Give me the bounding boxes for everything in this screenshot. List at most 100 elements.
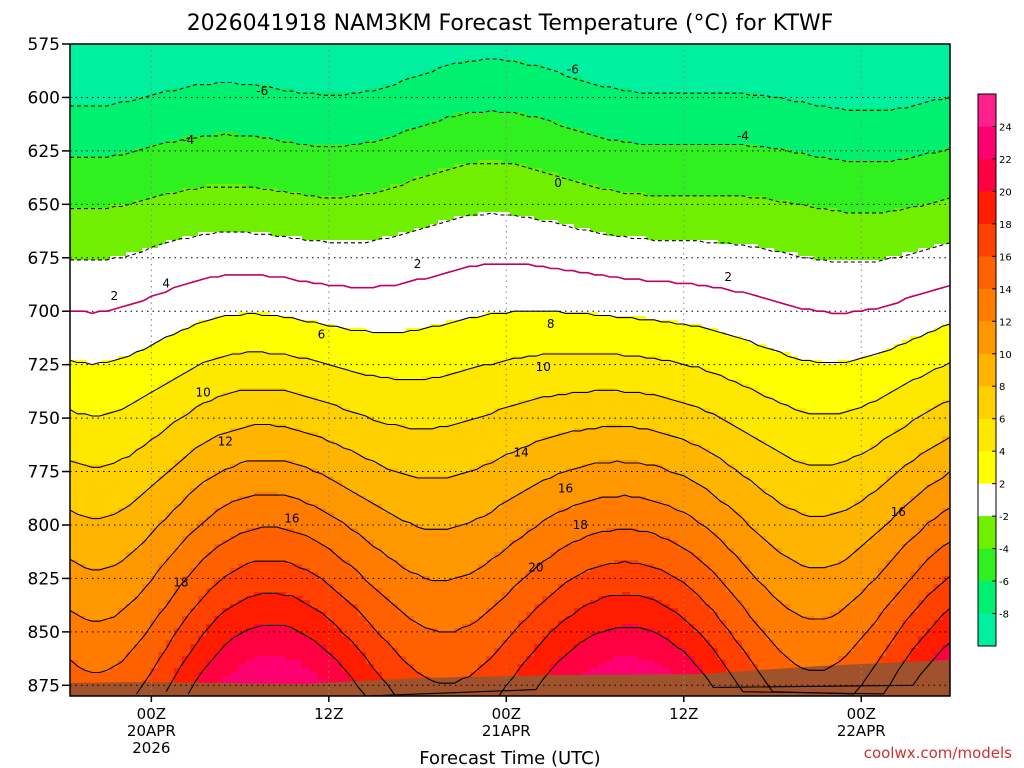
- temperature-cell: [126, 660, 135, 665]
- temperature-cell: [310, 100, 319, 105]
- temperature-cell: [230, 124, 239, 129]
- temperature-cell: [206, 264, 215, 269]
- temperature-cell: [86, 176, 95, 181]
- temperature-cell: [150, 104, 159, 109]
- temperature-cell: [94, 184, 103, 189]
- temperature-cell: [86, 180, 95, 185]
- temperature-cell: [102, 56, 111, 61]
- temperature-cell: [278, 128, 287, 133]
- temperature-cell: [142, 184, 151, 189]
- temperature-cell: [278, 60, 287, 65]
- temperature-cell: [94, 644, 103, 649]
- temperature-cell: [294, 160, 303, 165]
- temperature-cell: [158, 88, 167, 93]
- temperature-cell: [190, 444, 199, 449]
- temperature-cell: [238, 172, 247, 177]
- temperature-cell: [158, 668, 167, 673]
- temperature-cell: [150, 404, 159, 409]
- temperature-cell: [110, 156, 119, 161]
- temperature-cell: [134, 568, 143, 573]
- temperature-cell: [86, 320, 95, 325]
- temperature-cell: [278, 256, 287, 261]
- temperature-cell: [166, 240, 175, 245]
- temperature-cell: [222, 424, 231, 429]
- temperature-cell: [238, 240, 247, 245]
- temperature-cell: [286, 564, 295, 569]
- temperature-cell: [214, 260, 223, 265]
- temperature-cell: [150, 516, 159, 521]
- temperature-cell: [302, 492, 311, 497]
- temperature-cell: [310, 64, 319, 69]
- temperature-cell: [214, 632, 223, 637]
- temperature-cell: [294, 136, 303, 141]
- temperature-cell: [70, 496, 79, 501]
- temperature-cell: [190, 80, 199, 85]
- temperature-cell: [182, 292, 191, 297]
- temperature-cell: [150, 52, 159, 57]
- temperature-cell: [166, 680, 175, 685]
- temperature-cell: [94, 544, 103, 549]
- temperature-cell: [102, 552, 111, 557]
- temperature-cell: [102, 384, 111, 389]
- temperature-cell: [246, 576, 255, 581]
- temperature-cell: [134, 364, 143, 369]
- temperature-cell: [174, 252, 183, 257]
- temperature-cell: [270, 88, 279, 93]
- temperature-cell: [206, 500, 215, 505]
- temperature-cell: [150, 660, 159, 665]
- temperature-cell: [230, 204, 239, 209]
- temperature-cell: [142, 548, 151, 553]
- temperature-cell: [102, 216, 111, 221]
- temperature-cell: [286, 512, 295, 517]
- temperature-cell: [102, 332, 111, 337]
- temperature-cell: [246, 124, 255, 129]
- temperature-cell: [166, 116, 175, 121]
- temperature-cell: [110, 312, 119, 317]
- temperature-cell: [262, 528, 271, 533]
- temperature-cell: [182, 376, 191, 381]
- temperature-cell: [238, 452, 247, 457]
- temperature-cell: [142, 76, 151, 81]
- temperature-cell: [70, 328, 79, 333]
- temperature-cell: [222, 420, 231, 425]
- temperature-cell: [174, 648, 183, 653]
- temperature-cell: [102, 136, 111, 141]
- temperature-cell: [238, 356, 247, 361]
- temperature-cell: [214, 100, 223, 105]
- temperature-cell: [254, 564, 263, 569]
- temperature-cell: [286, 372, 295, 377]
- temperature-cell: [254, 632, 263, 637]
- temperature-cell: [126, 72, 135, 77]
- temperature-cell: [206, 512, 215, 517]
- temperature-cell: [174, 308, 183, 313]
- temperature-cell: [262, 208, 271, 213]
- temperature-cell: [182, 396, 191, 401]
- temperature-cell: [198, 260, 207, 265]
- temperature-cell: [230, 368, 239, 373]
- temperature-cell: [166, 148, 175, 153]
- temperature-cell: [286, 360, 295, 365]
- temperature-cell: [206, 252, 215, 257]
- temperature-cell: [286, 668, 295, 673]
- temperature-cell: [222, 528, 231, 533]
- temperature-cell: [198, 412, 207, 417]
- temperature-cell: [270, 300, 279, 305]
- temperature-cell: [166, 224, 175, 229]
- temperature-cell: [214, 516, 223, 521]
- temperature-cell: [118, 140, 127, 145]
- temperature-cell: [94, 428, 103, 433]
- temperature-cell: [94, 160, 103, 165]
- temperature-cell: [118, 516, 127, 521]
- temperature-cell: [222, 320, 231, 325]
- temperature-cell: [70, 208, 79, 213]
- temperature-cell: [214, 76, 223, 81]
- temperature-cell: [310, 440, 319, 445]
- temperature-cell: [142, 576, 151, 581]
- temperature-cell: [262, 632, 271, 637]
- temperature-cell: [254, 196, 263, 201]
- temperature-cell: [190, 412, 199, 417]
- temperature-cell: [70, 280, 79, 285]
- temperature-cell: [222, 128, 231, 133]
- temperature-cell: [206, 600, 215, 605]
- temperature-cell: [270, 560, 279, 565]
